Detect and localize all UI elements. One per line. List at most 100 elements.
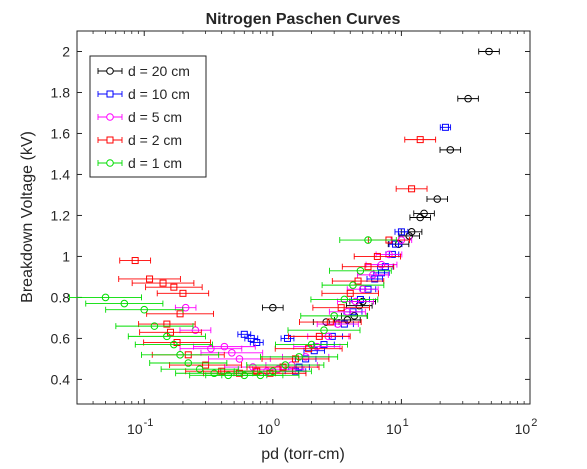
error-bar [244, 335, 259, 342]
data-point [283, 334, 291, 342]
y-tick-label: 1.6 [51, 125, 71, 141]
error-bar [413, 210, 435, 217]
error-bar [409, 214, 431, 221]
data-point [195, 365, 204, 373]
data-point [377, 260, 386, 269]
error-bar [149, 360, 228, 367]
error-bar [321, 282, 385, 289]
error-bar [115, 323, 194, 330]
data-point [371, 275, 379, 283]
error-bar [394, 228, 409, 235]
legend-swatch [97, 136, 123, 144]
data-point [349, 281, 357, 289]
y-tick-label: 0.6 [51, 330, 71, 346]
error-bar [260, 353, 339, 360]
data-point [446, 146, 455, 154]
data-point [131, 257, 139, 265]
data-point [315, 332, 323, 340]
x-axis-label: pd (torr-cm) [261, 446, 345, 463]
data-point [176, 351, 184, 359]
data-point [397, 228, 405, 236]
data-point [240, 330, 248, 338]
data-point [307, 340, 316, 349]
data-point [281, 361, 290, 369]
error-bar [426, 196, 448, 203]
legend-label: d = 10 cm [128, 86, 190, 102]
error-bar [127, 333, 206, 340]
error-bar [299, 319, 362, 326]
data-point [369, 271, 377, 279]
legend-label: d = 20 cm [128, 63, 190, 79]
data-point [441, 123, 449, 131]
error-bar [329, 267, 392, 274]
data-point [120, 299, 129, 308]
data-point [313, 342, 321, 351]
data-point [420, 209, 428, 218]
error-bar [353, 253, 401, 260]
data-point [326, 318, 334, 326]
error-bar [300, 312, 369, 319]
chart-title: Nitrogen Paschen Curves [206, 11, 401, 28]
error-bar [339, 237, 397, 244]
data-point [163, 320, 171, 328]
error-bar [262, 304, 284, 311]
error-bar [457, 95, 479, 102]
legend-label: d = 2 cm [128, 132, 182, 148]
data-point [179, 289, 187, 297]
y-tick-label: 1.8 [51, 84, 71, 100]
error-bar [69, 294, 142, 301]
error-bar [118, 275, 181, 282]
data-point [235, 355, 244, 363]
error-bar [131, 280, 195, 287]
error-bar [156, 290, 210, 297]
y-tick-label: 0.8 [51, 289, 71, 305]
data-point [269, 303, 277, 312]
legend-label: d = 5 cm [128, 109, 182, 125]
error-bar [478, 48, 500, 55]
error-bar [341, 263, 395, 270]
data-point [485, 47, 493, 56]
data-point [176, 310, 184, 318]
data-point [464, 94, 472, 103]
error-bar [139, 329, 202, 336]
data-point [202, 361, 210, 369]
error-bar [404, 136, 437, 143]
data-point [210, 369, 218, 378]
data-point [170, 283, 178, 291]
error-bar [310, 296, 379, 303]
data-point [163, 332, 171, 341]
error-bar [328, 308, 366, 315]
data-point [356, 266, 365, 275]
data-point [340, 295, 349, 304]
error-bar [134, 341, 213, 348]
data-point [407, 228, 416, 236]
data-point [333, 320, 342, 328]
error-bar [288, 333, 351, 340]
error-bar [237, 331, 252, 338]
error-bar [246, 362, 325, 369]
error-bar [312, 304, 370, 311]
legend-swatch [97, 90, 123, 98]
data-point [220, 342, 229, 351]
data-point [224, 371, 233, 380]
data-point [385, 250, 393, 259]
legend-swatch [97, 67, 123, 75]
error-bar [105, 306, 184, 313]
data-point [354, 277, 362, 285]
data-point [269, 367, 277, 376]
data-point [320, 326, 328, 335]
data-point [392, 240, 400, 248]
error-bar [287, 327, 361, 334]
data-point [373, 252, 381, 260]
error-bar [249, 339, 264, 346]
data-point [416, 213, 425, 222]
data-point [408, 185, 416, 193]
y-tick-label: 1 [62, 248, 70, 264]
error-bar [395, 185, 428, 192]
data-point [279, 363, 287, 371]
series-4 [69, 236, 397, 380]
error-bar [145, 284, 203, 291]
data-point [416, 136, 424, 144]
data-point [358, 285, 367, 294]
data-point [101, 293, 110, 302]
